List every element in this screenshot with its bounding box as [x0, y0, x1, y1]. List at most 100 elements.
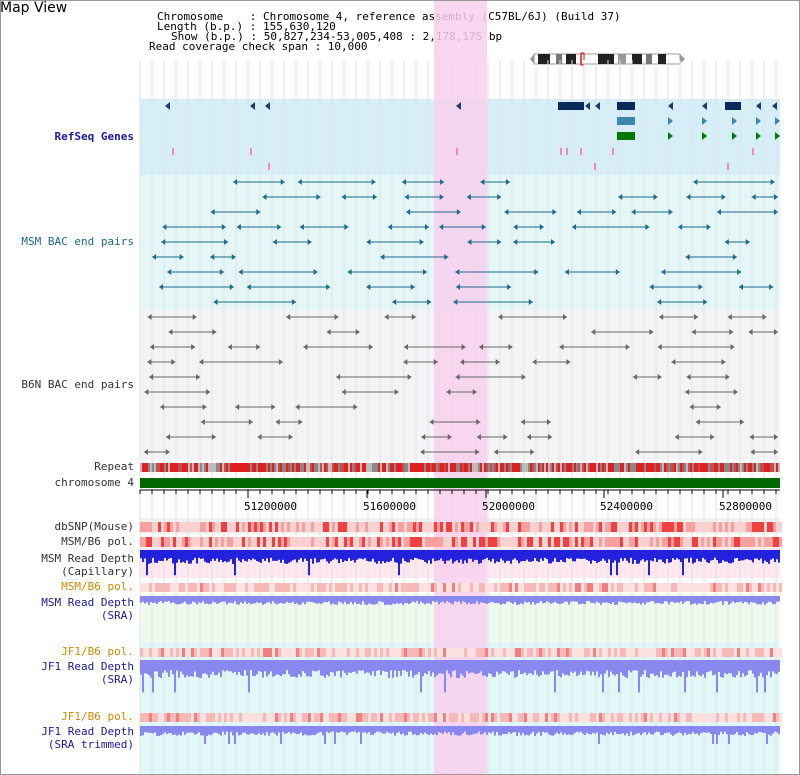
depth-bar — [286, 660, 288, 671]
msm-depth-cap-label: MSM Read Depth — [41, 552, 134, 565]
heat-mark — [236, 713, 239, 722]
repeat-mark — [168, 463, 170, 472]
depth-bar — [430, 660, 432, 677]
depth-bar — [196, 726, 198, 734]
depth-bar — [682, 596, 684, 605]
heat-mark — [371, 648, 374, 657]
depth-bar — [520, 550, 522, 562]
heat-mark — [197, 713, 200, 722]
gene-arrow — [165, 102, 170, 110]
depth-bar — [562, 550, 564, 562]
depth-bar — [514, 726, 516, 732]
repeat-mark — [202, 463, 204, 472]
heat-mark — [464, 537, 467, 547]
depth-bar — [730, 726, 732, 735]
heat-mark — [587, 522, 590, 532]
chromosome-ideogram[interactable] — [528, 52, 688, 66]
heat-mark — [773, 583, 776, 592]
depth-bar — [758, 596, 760, 605]
heat-mark — [482, 583, 485, 592]
depth-bar — [478, 726, 480, 732]
depth-bar — [476, 596, 478, 602]
bac-end — [402, 179, 407, 185]
heat-mark — [539, 583, 542, 592]
heat-mark — [284, 522, 287, 532]
heat-mark — [668, 648, 671, 657]
heat-mark — [512, 713, 515, 722]
heat-mark — [539, 713, 542, 722]
depth-bar — [374, 660, 376, 677]
depth-bar — [264, 726, 266, 736]
depth-bar — [336, 726, 338, 733]
depth-bar — [260, 596, 262, 603]
heat-mark — [482, 648, 485, 657]
depth-bar — [604, 550, 606, 561]
heat-mark — [692, 537, 695, 547]
repeat-mark — [410, 463, 412, 472]
heat-mark — [521, 522, 524, 532]
depth-bar — [230, 660, 232, 672]
depth-bar — [194, 550, 196, 558]
heat-mark — [200, 713, 203, 722]
bac-end — [307, 239, 312, 245]
depth-bar — [734, 596, 736, 603]
depth-bar — [752, 726, 754, 736]
depth-bar — [306, 550, 308, 561]
heat-mark — [419, 522, 422, 532]
heat-mark — [161, 537, 164, 547]
depth-bar — [318, 550, 320, 563]
heat-mark — [524, 537, 527, 547]
depth-bar — [578, 726, 580, 733]
heat-mark — [605, 537, 608, 547]
depth-bar — [270, 550, 272, 558]
heat-mark — [476, 713, 479, 722]
bac-end — [751, 194, 756, 200]
heat-mark — [734, 537, 737, 547]
depth-bar — [394, 550, 396, 563]
depth-bar — [672, 596, 674, 602]
depth-bar — [292, 596, 294, 602]
heat-mark — [263, 648, 266, 657]
heat-mark — [200, 648, 203, 657]
heat-mark — [590, 713, 593, 722]
depth-bar — [290, 596, 292, 603]
depth-bar — [646, 596, 648, 603]
depth-bar — [728, 660, 730, 674]
depth-bar — [298, 726, 300, 734]
heat-mark — [557, 648, 560, 657]
bac-end — [429, 419, 434, 425]
depth-bar — [460, 596, 462, 604]
bac-end — [472, 389, 477, 395]
depth-bar — [284, 596, 286, 604]
depth-bar — [366, 660, 368, 673]
bac-end — [447, 434, 452, 440]
depth-bar — [466, 550, 468, 564]
heat-mark — [656, 713, 659, 722]
repeat-mark — [648, 463, 650, 472]
bac-end — [420, 449, 425, 455]
depth-bar — [478, 660, 480, 674]
heat-mark — [521, 648, 524, 657]
repeat-mark — [482, 463, 484, 472]
depth-bar — [294, 596, 296, 604]
repeat-mark — [520, 463, 522, 472]
depth-bar — [350, 596, 352, 603]
heat-mark — [638, 522, 641, 532]
repeat-mark — [404, 463, 406, 472]
dbsnp-label: dbSNP(Mouse) — [54, 520, 134, 533]
repeat-mark — [656, 463, 658, 472]
depth-bar — [558, 726, 560, 735]
depth-bar — [324, 660, 326, 678]
heat-mark — [425, 648, 428, 657]
heat-mark — [308, 713, 311, 722]
bac-end — [475, 449, 480, 455]
depth-bar — [314, 550, 316, 559]
depth-bar — [310, 726, 312, 736]
heat-mark — [722, 583, 725, 592]
heat-mark — [371, 583, 374, 592]
gene-arrow — [265, 102, 270, 110]
depth-bar — [148, 596, 150, 605]
heat-mark — [500, 648, 503, 657]
heat-mark — [299, 648, 302, 657]
